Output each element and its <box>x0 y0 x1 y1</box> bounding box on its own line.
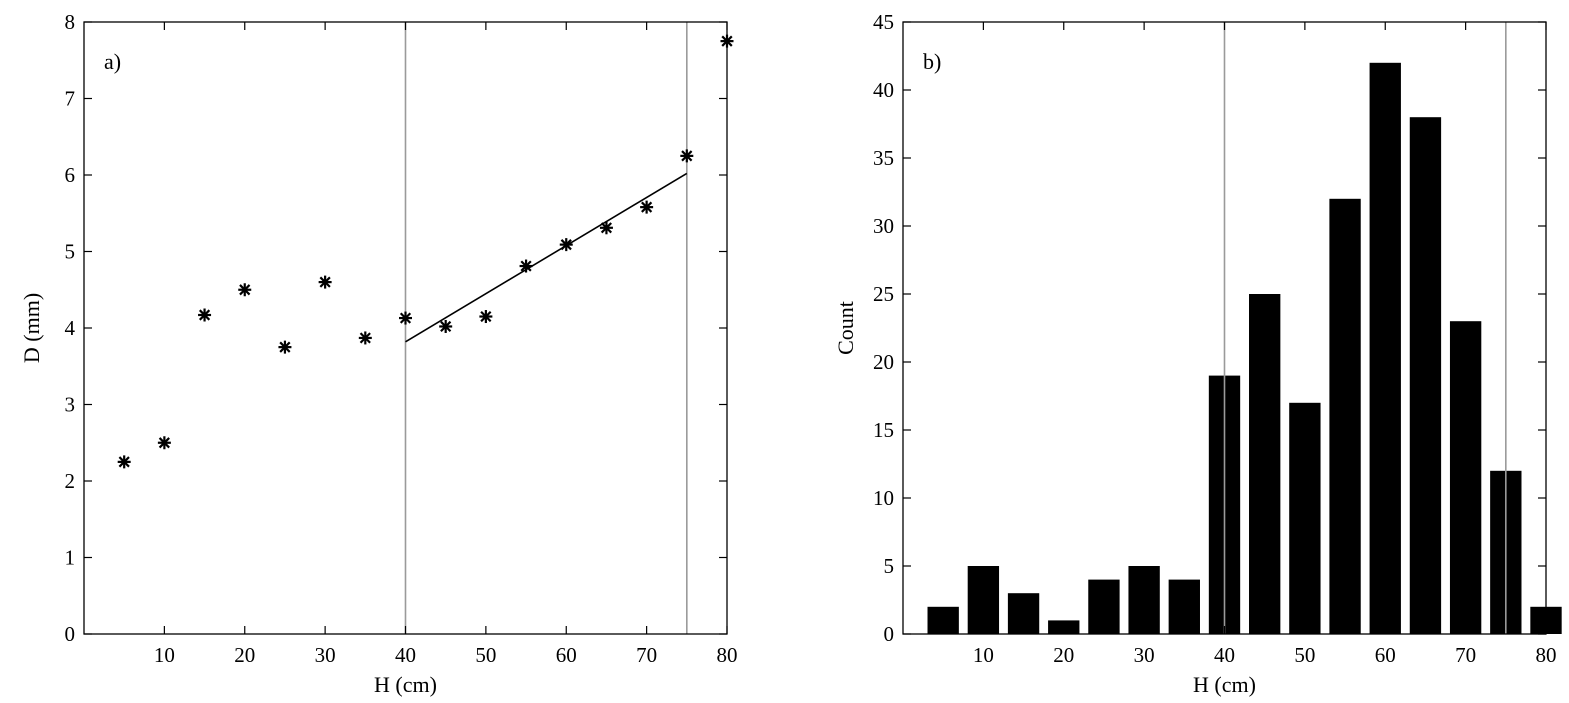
data-point-70 <box>640 200 654 214</box>
bar-50 <box>1289 402 1321 634</box>
y-tick-label: 25 <box>873 282 894 306</box>
x-tick-label: 40 <box>1214 643 1235 667</box>
panel-b-bar-chart: 10 20 30 40 50 60 70 80 0 5 10 15 20 25 30 35 40 45 H (cm)… <box>833 10 1562 697</box>
x-tick-label: 80 <box>1536 643 1557 667</box>
y-axis-label: D (mm) <box>19 293 44 363</box>
y-tick-label: 30 <box>873 214 894 238</box>
bar-60 <box>1369 62 1401 635</box>
marker-stroke <box>319 276 331 288</box>
data-point-75 <box>680 149 694 163</box>
bar-45 <box>1249 294 1281 634</box>
data-point-15 <box>198 308 212 322</box>
data-point-5 <box>117 455 131 469</box>
marker-stroke <box>359 332 371 344</box>
data-point-30 <box>318 275 332 289</box>
x-tick-label: 30 <box>1134 643 1155 667</box>
bar-55 <box>1329 198 1361 635</box>
marker-stroke <box>681 150 693 162</box>
y-tick-label: 35 <box>873 146 894 170</box>
data-point-60 <box>559 238 573 252</box>
data-point-35 <box>358 331 372 345</box>
data-point-40 <box>399 311 412 325</box>
panel-label: b) <box>923 49 941 74</box>
x-tick-label: 60 <box>556 643 577 667</box>
marker-stroke <box>198 309 211 321</box>
panel-a-scatter-plot: 10 20 30 40 50 60 70 80 0 1 2 3 4 5 6 7 8 H (cm) D (mm) a) <box>19 10 738 697</box>
x-tick-label: 10 <box>154 643 175 667</box>
data-point-45 <box>439 319 453 333</box>
y-axis-label: Count <box>833 301 858 355</box>
y-tick-label: 5 <box>884 554 895 578</box>
y-tick-label: 15 <box>873 418 894 442</box>
x-tick-label: 40 <box>395 643 416 667</box>
data-point-65 <box>599 221 613 235</box>
marker-stroke <box>399 312 412 324</box>
x-tick-label: 20 <box>234 643 255 667</box>
data-point-25 <box>278 340 292 354</box>
x-tick-label: 70 <box>636 643 657 667</box>
bar-35 <box>1168 579 1200 634</box>
marker-stroke <box>641 201 653 213</box>
y-tick-label: 10 <box>873 486 894 510</box>
x-tick-label: 50 <box>475 643 496 667</box>
panel-label: a) <box>104 49 121 74</box>
bar-10 <box>967 566 1000 634</box>
bar-30 <box>1128 566 1160 634</box>
y-tick-label: 7 <box>65 87 76 111</box>
x-tick-label: 70 <box>1455 643 1476 667</box>
marker-stroke <box>560 239 572 251</box>
data-point-55 <box>519 259 533 273</box>
y-tick-label: 40 <box>873 78 894 102</box>
y-tick-label: 3 <box>65 393 76 417</box>
x-axis-label: H (cm) <box>1193 672 1256 697</box>
y-tick-label: 1 <box>65 546 76 570</box>
y-tick-label: 5 <box>65 240 76 264</box>
marker-stroke <box>158 437 170 449</box>
data-point-10 <box>157 436 171 450</box>
marker-stroke <box>600 222 613 234</box>
marker-stroke <box>440 320 452 333</box>
bar-5 <box>927 606 959 634</box>
y-tick-label: 8 <box>65 10 76 34</box>
y-tick-label: 4 <box>65 316 76 340</box>
data-point-50 <box>479 310 493 324</box>
x-tick-label: 60 <box>1375 643 1396 667</box>
marker-stroke <box>239 284 251 296</box>
bar-25 <box>1088 579 1120 634</box>
y-tick-label: 45 <box>873 10 894 34</box>
marker-stroke <box>520 260 532 272</box>
fit-line <box>405 172 688 343</box>
x-tick-label: 20 <box>1053 643 1074 667</box>
y-tick-label: 6 <box>65 163 76 187</box>
y-tick-label: 0 <box>65 622 76 646</box>
bar-15 <box>1007 593 1040 634</box>
y-tick-label: 0 <box>884 622 895 646</box>
marker-stroke <box>279 341 291 353</box>
bar-70 <box>1449 321 1482 634</box>
marker-stroke <box>118 456 130 468</box>
x-tick-label: 50 <box>1294 643 1315 667</box>
y-tick-label: 2 <box>65 469 76 493</box>
marker-stroke <box>480 310 492 323</box>
y-tick-label: 20 <box>873 350 894 374</box>
x-tick-label: 80 <box>717 643 738 667</box>
x-axis-label: H (cm) <box>374 672 437 697</box>
x-tick-label: 10 <box>973 643 994 667</box>
data-point-20 <box>238 283 252 297</box>
bar-65 <box>1409 117 1442 634</box>
x-tick-label: 30 <box>315 643 336 667</box>
